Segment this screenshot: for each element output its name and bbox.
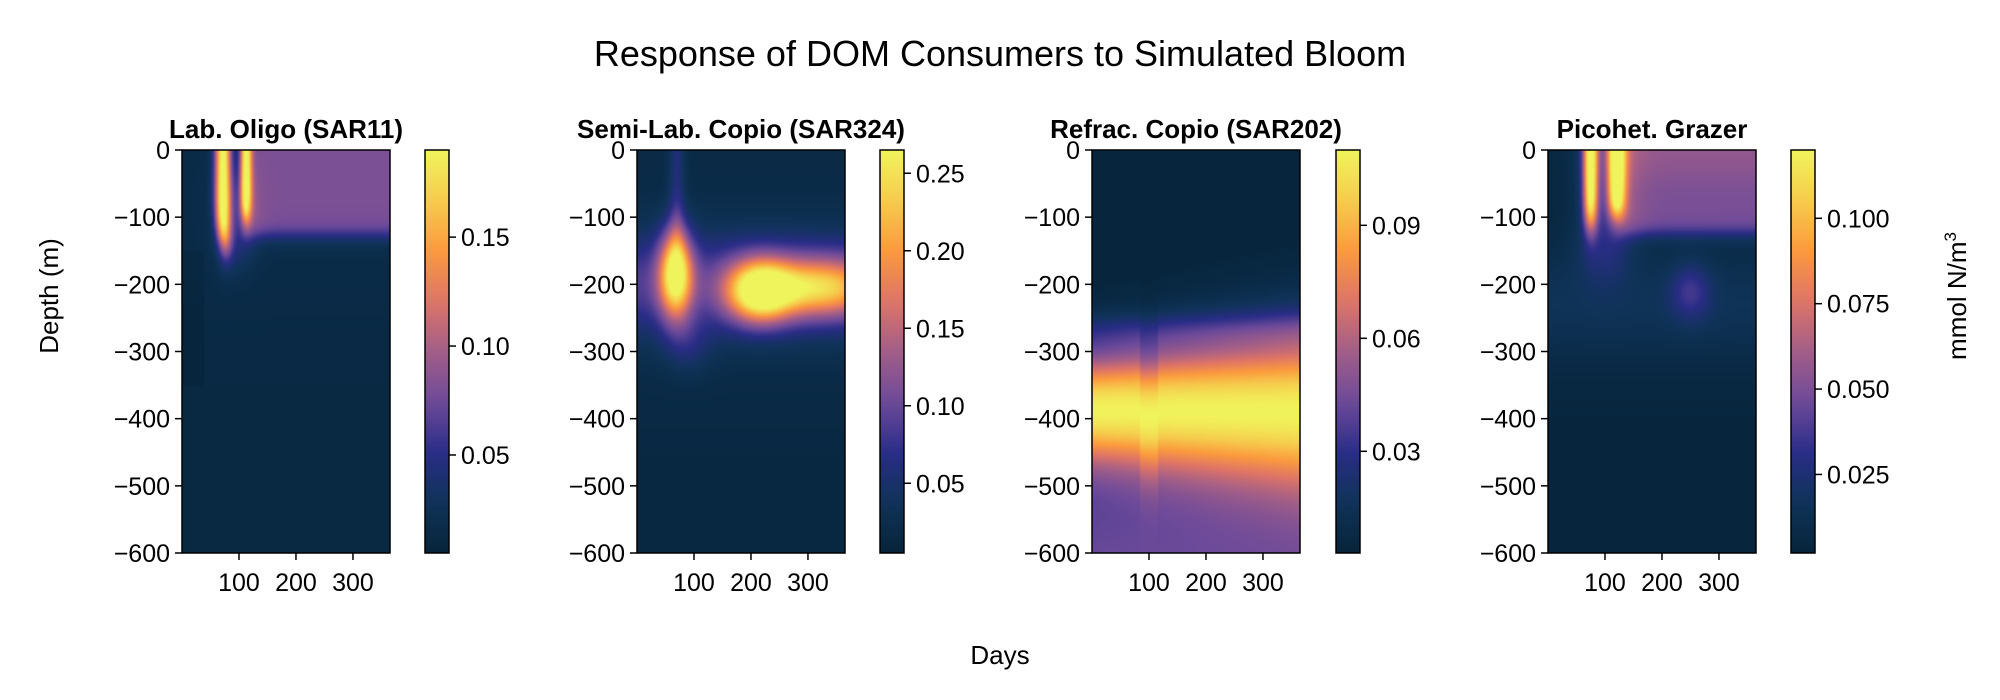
y-tick-label: −400 xyxy=(1024,406,1080,434)
heatmap-image xyxy=(182,150,390,553)
colorbar xyxy=(424,149,450,554)
y-axis-label: Depth (m) xyxy=(34,238,64,354)
colorbar-tick-label: 0.100 xyxy=(1827,205,1890,233)
colorbar-tick-label: 0.075 xyxy=(1827,291,1890,319)
panels-group: Lab. Oligo (SAR11)0−100−200−300−400−500−… xyxy=(114,114,1890,597)
y-tick-label: 0 xyxy=(1066,137,1080,165)
colorbar-tick-label: 0.03 xyxy=(1372,438,1421,466)
colorbar-tick-label: 0.15 xyxy=(461,224,510,252)
colorbar-label-superscript: 3 xyxy=(1941,232,1960,241)
y-tick-label: −300 xyxy=(1024,339,1080,367)
heatmap-panel: Picohet. Grazer 0 −100 −200 −300 −400 −500 −600… xyxy=(1480,114,1890,597)
y-tick-label: −500 xyxy=(569,473,625,501)
heatmap-image xyxy=(637,150,845,553)
colorbar-tick-label: 0.10 xyxy=(461,333,510,361)
panel-title: Semi-Lab. Copio (SAR324) xyxy=(577,114,905,144)
x-tick-label: 100 xyxy=(1584,569,1626,597)
colorbar-tick-label: 0.06 xyxy=(1372,325,1421,353)
x-tick-label: 300 xyxy=(1698,569,1740,597)
y-tick-label: −600 xyxy=(1024,540,1080,568)
x-tick-label: 300 xyxy=(332,569,374,597)
x-tick-label: 300 xyxy=(787,569,829,597)
panel-title: Lab. Oligo (SAR11) xyxy=(169,114,403,144)
colorbar-tick-label: 0.050 xyxy=(1827,376,1890,404)
y-tick-label: −500 xyxy=(1480,473,1536,501)
y-tick-label: −100 xyxy=(1480,204,1536,232)
x-axis-label: Days xyxy=(970,640,1029,670)
x-tick-label: 100 xyxy=(673,569,715,597)
y-tick-label: −100 xyxy=(1024,204,1080,232)
heatmap-image xyxy=(1092,150,1300,553)
colorbar-label: mmol N/m3 xyxy=(1941,232,1972,360)
heatmap-image xyxy=(1548,150,1756,553)
x-tick-label: 200 xyxy=(730,569,772,597)
x-tick-label: 200 xyxy=(275,569,317,597)
y-tick-label: −600 xyxy=(1480,540,1536,568)
colorbar xyxy=(1335,149,1361,554)
y-tick-label: −100 xyxy=(114,204,170,232)
colorbar-tick-label: 0.25 xyxy=(916,160,965,188)
y-tick-label: −500 xyxy=(114,473,170,501)
y-tick-label: −400 xyxy=(114,406,170,434)
y-tick-label: −200 xyxy=(1024,271,1080,299)
x-tick-label: 100 xyxy=(218,569,260,597)
panel-title: Picohet. Grazer xyxy=(1557,114,1748,144)
y-tick-label: −300 xyxy=(114,339,170,367)
colorbar-label-text: mmol N/m xyxy=(1942,242,1972,360)
colorbar-tick-label: 0.10 xyxy=(916,393,965,421)
x-tick-label: 300 xyxy=(1242,569,1284,597)
colorbar xyxy=(879,149,905,554)
heatmap-panel: Lab. Oligo (SAR11)0 −100 −200 −300 −400 −500 −… xyxy=(114,114,510,597)
heatmap-panel: Semi-Lab. Copio (SAR324)0 −100 −200 −300 −40… xyxy=(569,114,965,597)
y-tick-label: −400 xyxy=(1480,406,1536,434)
colorbar-tick-label: 0.09 xyxy=(1372,212,1421,240)
y-tick-label: −400 xyxy=(569,406,625,434)
y-tick-label: 0 xyxy=(156,137,170,165)
colorbar-tick-label: 0.05 xyxy=(461,442,510,470)
y-tick-label: −300 xyxy=(569,339,625,367)
y-tick-label: −600 xyxy=(569,540,625,568)
colorbar xyxy=(1790,149,1816,554)
y-tick-label: 0 xyxy=(1522,137,1536,165)
y-tick-label: −200 xyxy=(114,271,170,299)
y-tick-label: −100 xyxy=(569,204,625,232)
colorbar-tick-label: 0.05 xyxy=(916,470,965,498)
colorbar-tick-label: 0.025 xyxy=(1827,461,1890,489)
panel-title: Refrac. Copio (SAR202) xyxy=(1050,114,1342,144)
x-tick-label: 100 xyxy=(1128,569,1170,597)
y-tick-label: −300 xyxy=(1480,339,1536,367)
y-tick-label: 0 xyxy=(611,137,625,165)
y-tick-label: −200 xyxy=(1480,271,1536,299)
heatmap-panel: Refrac. Copio (SAR202)0 −100 −200 −300 −400 −… xyxy=(1024,114,1421,597)
colorbar-tick-label: 0.15 xyxy=(916,315,965,343)
x-tick-label: 200 xyxy=(1641,569,1683,597)
colorbar-tick-label: 0.20 xyxy=(916,238,965,266)
y-tick-label: −600 xyxy=(114,540,170,568)
x-tick-label: 200 xyxy=(1185,569,1227,597)
y-tick-label: −200 xyxy=(569,271,625,299)
chart-title: Response of DOM Consumers to Simulated B… xyxy=(594,33,1406,74)
y-tick-label: −500 xyxy=(1024,473,1080,501)
